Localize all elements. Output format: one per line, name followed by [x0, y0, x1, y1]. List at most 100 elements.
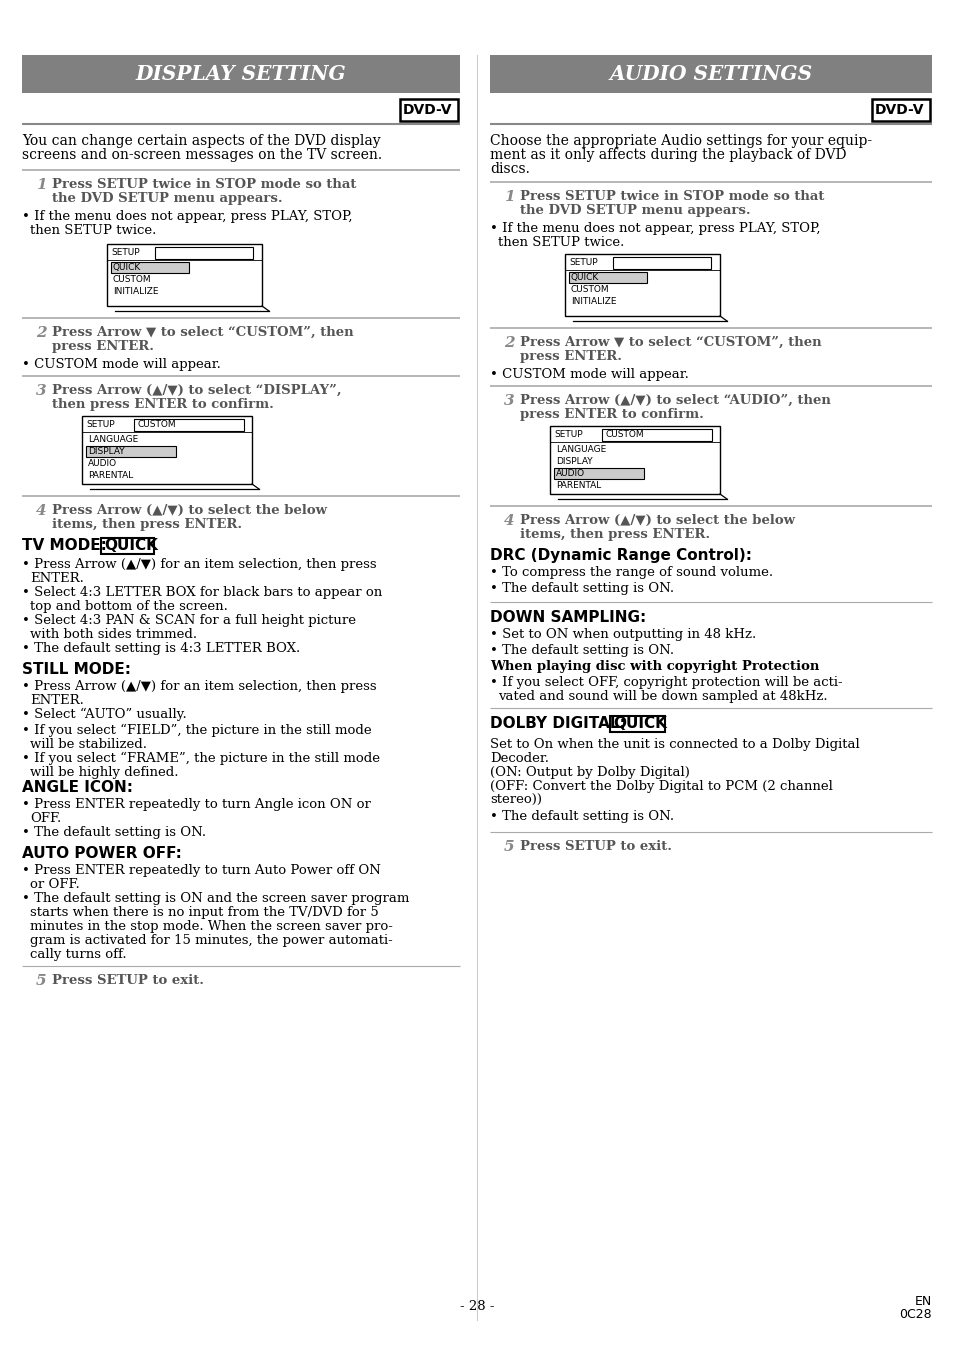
Text: ENTER.: ENTER.	[30, 694, 84, 706]
Bar	[554, 468, 643, 479]
Text: ENTER.: ENTER.	[30, 572, 84, 585]
Text: DOWN SAMPLING:: DOWN SAMPLING:	[490, 611, 645, 625]
Bar	[609, 716, 664, 732]
Bar	[568, 272, 646, 283]
Text: AUTO POWER OFF:: AUTO POWER OFF:	[22, 847, 182, 861]
Text: 2: 2	[503, 336, 514, 350]
Bar	[550, 426, 720, 493]
Text: CUSTOM: CUSTOM	[605, 430, 644, 439]
Text: STILL MODE:: STILL MODE:	[22, 662, 131, 677]
Text: Press SETUP twice in STOP mode so that: Press SETUP twice in STOP mode so that	[519, 190, 823, 204]
Text: SETUP: SETUP	[554, 430, 582, 439]
Text: • If you select “FRAME”, the picture in the still mode: • If you select “FRAME”, the picture in …	[22, 752, 379, 766]
Text: 5: 5	[36, 975, 47, 988]
Text: screens and on-screen messages on the TV screen.: screens and on-screen messages on the TV…	[22, 148, 382, 162]
Text: QUICK: QUICK	[112, 263, 141, 272]
Text: will be highly defined.: will be highly defined.	[30, 766, 178, 779]
Text: 0C28: 0C28	[899, 1308, 931, 1321]
Text: 1: 1	[36, 178, 47, 191]
Text: DVD-V: DVD-V	[403, 102, 453, 117]
Text: Decoder.: Decoder.	[490, 752, 548, 766]
Text: • Select “AUTO” usually.: • Select “AUTO” usually.	[22, 708, 187, 721]
Text: will be stabilized.: will be stabilized.	[30, 737, 147, 751]
Text: press ENTER.: press ENTER.	[52, 340, 153, 353]
Text: 4: 4	[503, 514, 514, 528]
Text: Press Arrow (▲/▼) to select “DISPLAY”,: Press Arrow (▲/▼) to select “DISPLAY”,	[52, 384, 341, 398]
Text: EN: EN	[914, 1295, 931, 1308]
Text: then SETUP twice.: then SETUP twice.	[30, 224, 156, 237]
Bar	[22, 55, 459, 93]
Text: 5: 5	[503, 840, 514, 855]
Text: • To compress the range of sound volume.: • To compress the range of sound volume.	[490, 566, 772, 580]
Text: • If the menu does not appear, press PLAY, STOP,: • If the menu does not appear, press PLA…	[490, 222, 820, 235]
Bar	[82, 417, 252, 484]
Text: Press SETUP twice in STOP mode so that: Press SETUP twice in STOP mode so that	[52, 178, 356, 191]
Text: • If you select “FIELD”, the picture in the still mode: • If you select “FIELD”, the picture in …	[22, 724, 372, 737]
Text: CUSTOM: CUSTOM	[571, 284, 609, 294]
Text: then SETUP twice.: then SETUP twice.	[497, 236, 623, 249]
Text: 1: 1	[503, 190, 514, 204]
Text: AUDIO SETTINGS: AUDIO SETTINGS	[609, 63, 812, 84]
Text: Press Arrow ▼ to select “CUSTOM”, then: Press Arrow ▼ to select “CUSTOM”, then	[519, 336, 821, 349]
Text: items, then press ENTER.: items, then press ENTER.	[519, 528, 709, 541]
Text: OFF.: OFF.	[30, 811, 61, 825]
Text: minutes in the stop mode. When the screen saver pro-: minutes in the stop mode. When the scree…	[30, 919, 393, 933]
Text: AUDIO: AUDIO	[556, 469, 584, 479]
Text: INITIALIZE: INITIALIZE	[571, 297, 616, 306]
Text: Press Arrow (▲/▼) to select the below: Press Arrow (▲/▼) to select the below	[52, 504, 327, 518]
Text: • Select 4:3 LETTER BOX for black bars to appear on: • Select 4:3 LETTER BOX for black bars t…	[22, 586, 382, 599]
Text: • CUSTOM mode will appear.: • CUSTOM mode will appear.	[490, 368, 688, 381]
Text: then press ENTER to confirm.: then press ENTER to confirm.	[52, 398, 274, 411]
Text: SETUP: SETUP	[111, 248, 139, 257]
Text: Set to On when the unit is connected to a Dolby Digital: Set to On when the unit is connected to …	[490, 737, 859, 751]
Text: or OFF.: or OFF.	[30, 878, 80, 891]
Text: DISPLAY SETTING: DISPLAY SETTING	[135, 63, 346, 84]
Text: DRC (Dynamic Range Control):: DRC (Dynamic Range Control):	[490, 549, 751, 563]
Text: • If the menu does not appear, press PLAY, STOP,: • If the menu does not appear, press PLA…	[22, 210, 352, 222]
Bar	[490, 55, 931, 93]
Text: DISPLAY: DISPLAY	[556, 457, 592, 466]
Text: stereo)): stereo))	[490, 794, 541, 807]
Text: the DVD SETUP menu appears.: the DVD SETUP menu appears.	[52, 191, 282, 205]
Text: • Press ENTER repeatedly to turn Auto Power off ON: • Press ENTER repeatedly to turn Auto Po…	[22, 864, 380, 878]
Text: LANGUAGE: LANGUAGE	[556, 445, 605, 454]
Text: LANGUAGE: LANGUAGE	[88, 435, 138, 443]
Text: (ON: Output by Dolby Digital): (ON: Output by Dolby Digital)	[490, 766, 689, 779]
Text: SETUP: SETUP	[568, 257, 597, 267]
Text: starts when there is no input from the TV/DVD for 5: starts when there is no input from the T…	[30, 906, 378, 919]
Text: the DVD SETUP menu appears.: the DVD SETUP menu appears.	[519, 204, 750, 217]
Text: Press Arrow ▼ to select “CUSTOM”, then: Press Arrow ▼ to select “CUSTOM”, then	[52, 326, 354, 338]
Text: 2: 2	[36, 326, 47, 340]
Bar	[86, 446, 175, 457]
Text: • The default setting is ON.: • The default setting is ON.	[490, 644, 674, 656]
Text: • If you select OFF, copyright protection will be acti-: • If you select OFF, copyright protectio…	[490, 675, 841, 689]
Bar	[564, 253, 720, 315]
Text: • The default setting is ON.: • The default setting is ON.	[490, 582, 674, 594]
Text: • Press ENTER repeatedly to turn Angle icon ON or: • Press ENTER repeatedly to turn Angle i…	[22, 798, 371, 811]
Text: • The default setting is ON and the screen saver program: • The default setting is ON and the scre…	[22, 892, 409, 905]
Text: TV MODE:: TV MODE:	[22, 538, 112, 553]
Text: INITIALIZE: INITIALIZE	[112, 287, 158, 297]
Text: press ENTER to confirm.: press ENTER to confirm.	[519, 408, 703, 421]
Text: DISPLAY: DISPLAY	[88, 448, 125, 456]
Text: gram is activated for 15 minutes, the power automati-: gram is activated for 15 minutes, the po…	[30, 934, 393, 948]
Text: QUICK: QUICK	[571, 274, 598, 282]
Text: vated and sound will be down sampled at 48kHz.: vated and sound will be down sampled at …	[497, 690, 827, 704]
Text: Choose the appropriate Audio settings for your equip-: Choose the appropriate Audio settings fo…	[490, 133, 871, 148]
Text: Press SETUP to exit.: Press SETUP to exit.	[52, 975, 204, 987]
Bar	[613, 257, 710, 270]
Text: • Press Arrow (▲/▼) for an item selection, then press: • Press Arrow (▲/▼) for an item selectio…	[22, 679, 376, 693]
Text: ANGLE ICON:: ANGLE ICON:	[22, 780, 132, 795]
Bar	[601, 429, 711, 441]
Text: top and bottom of the screen.: top and bottom of the screen.	[30, 600, 228, 613]
Text: press ENTER.: press ENTER.	[519, 350, 621, 363]
Text: Press SETUP to exit.: Press SETUP to exit.	[519, 840, 671, 853]
Text: AUDIO: AUDIO	[88, 460, 117, 468]
Text: SETUP: SETUP	[86, 421, 114, 429]
Text: You can change certain aspects of the DVD display: You can change certain aspects of the DV…	[22, 133, 380, 148]
Text: Press Arrow (▲/▼) to select “AUDIO”, then: Press Arrow (▲/▼) to select “AUDIO”, the…	[519, 394, 830, 407]
Text: • The default setting is 4:3 LETTER BOX.: • The default setting is 4:3 LETTER BOX.	[22, 642, 300, 655]
Text: • Set to ON when outputting in 48 kHz.: • Set to ON when outputting in 48 kHz.	[490, 628, 756, 642]
Text: Press Arrow (▲/▼) to select the below: Press Arrow (▲/▼) to select the below	[519, 514, 794, 527]
Text: • The default setting is ON.: • The default setting is ON.	[22, 826, 206, 838]
